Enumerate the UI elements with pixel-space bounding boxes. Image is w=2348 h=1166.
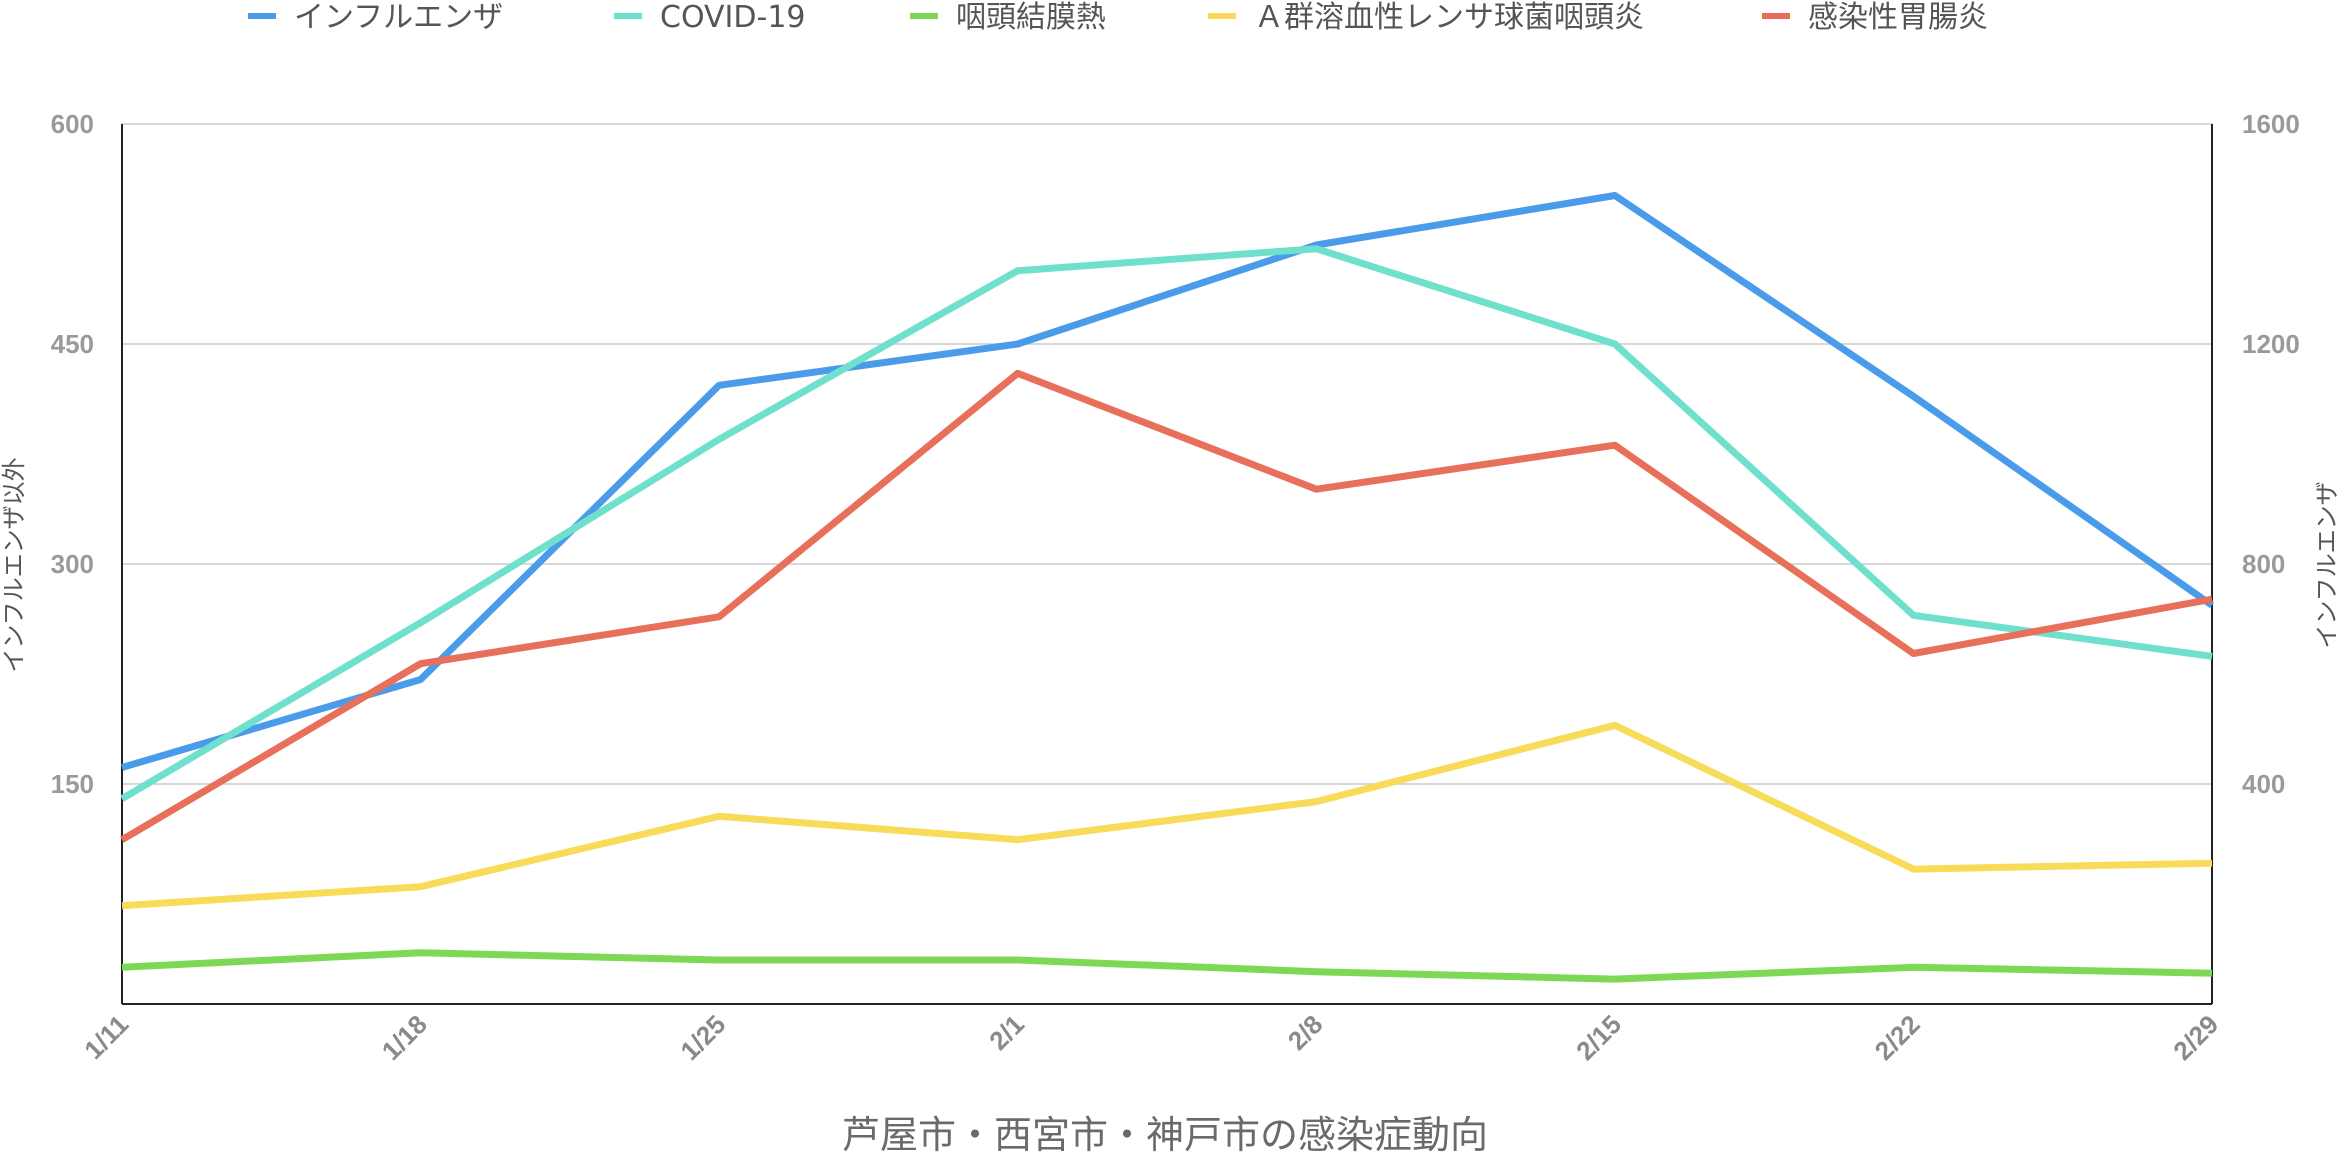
x-tick-label: 2/8	[1282, 1009, 1329, 1056]
x-tick-label: 2/1	[983, 1009, 1030, 1056]
series-line-Ａ群溶血性レンサ球菌咽頭炎	[121, 721, 2213, 910]
x-tick-label: 2/29	[2167, 1009, 2224, 1066]
series-line-咽頭結膜熱	[121, 949, 2213, 983]
legend-item: 咽頭結膜熱	[910, 0, 1106, 35]
y-right-tick-label: 1200	[2242, 329, 2300, 359]
y-right-tick-label: 1600	[2242, 109, 2300, 139]
x-tick-label: 2/22	[1869, 1009, 1926, 1066]
y-left-tick-label: 300	[51, 549, 94, 579]
y-right-tick-label: 400	[2242, 769, 2285, 799]
y-right-tick-label: 800	[2242, 549, 2285, 579]
y-left-tick-label: 600	[51, 109, 94, 139]
legend: インフルエンザ COVID-19 咽頭結膜熱 Ａ群溶血性レンサ球菌咽頭炎 感染性胃腸炎	[248, 0, 1988, 35]
axes	[121, 124, 2213, 1005]
series-line-インフルエンザ	[121, 192, 2215, 771]
series-line-COVID-19	[120, 245, 2213, 802]
x-tick-label: 2/15	[1570, 1009, 1627, 1066]
y-right-axis-title: インフルエンザ	[2313, 481, 2341, 648]
legend-item: COVID-19	[614, 0, 806, 35]
legend-item: インフルエンザ	[248, 0, 503, 35]
series-line-感染性胃腸炎	[120, 369, 2213, 843]
legend-item: 感染性胃腸炎	[1762, 0, 1988, 35]
y-left-tick-label: 450	[51, 329, 94, 359]
legend-label: 感染性胃腸炎	[1808, 0, 1988, 35]
x-tick-label: 1/18	[376, 1009, 433, 1066]
gridlines	[122, 123, 2212, 785]
x-tick-label: 1/25	[674, 1009, 731, 1066]
chart-title: 芦屋市・西宮市・神戸市の感染症動向	[842, 1113, 1488, 1157]
x-tick-label: 1/11	[78, 1009, 134, 1065]
legend-label: 咽頭結膜熱	[956, 0, 1106, 35]
tick-labels: 150 300 450 600 400 800 1200 1600 1/11 1/18 1/25 2/…	[51, 109, 2300, 1066]
series-lines	[120, 192, 2215, 983]
legend-item: Ａ群溶血性レンサ球菌咽頭炎	[1208, 0, 1644, 35]
y-left-axis-title: インフルエンザ以外	[0, 457, 28, 672]
y-left-tick-label: 150	[51, 769, 94, 799]
legend-label: インフルエンザ	[294, 0, 503, 35]
legend-label: COVID-19	[660, 0, 806, 35]
legend-label: Ａ群溶血性レンサ球菌咽頭炎	[1254, 0, 1644, 35]
